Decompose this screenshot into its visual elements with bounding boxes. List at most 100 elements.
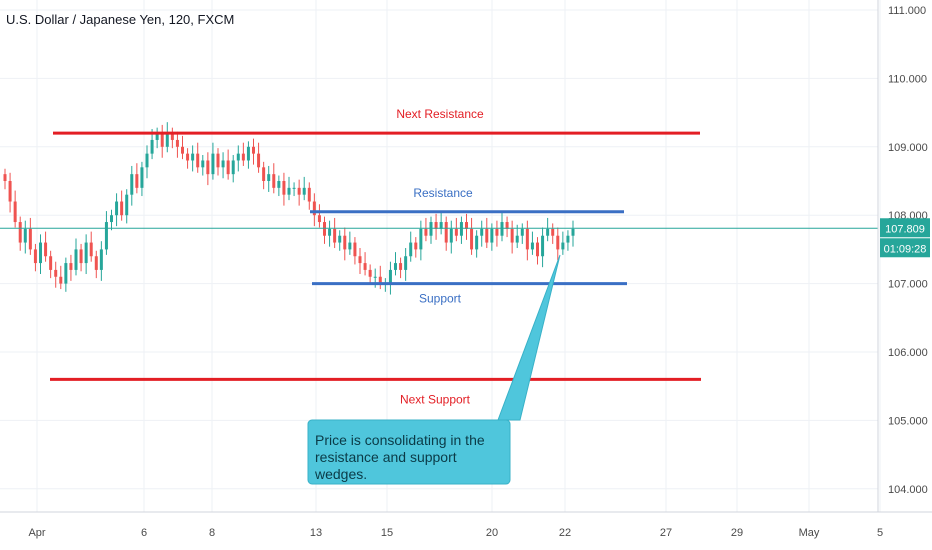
candle-body bbox=[64, 263, 68, 284]
candle bbox=[262, 161, 266, 190]
candle bbox=[89, 231, 93, 262]
candle-body bbox=[409, 242, 413, 257]
candle bbox=[470, 217, 474, 255]
candle-body bbox=[231, 160, 235, 175]
candle bbox=[297, 179, 301, 206]
time-tick-label: 5 bbox=[877, 527, 883, 539]
candle bbox=[33, 243, 37, 272]
candle bbox=[49, 250, 53, 279]
candle bbox=[490, 223, 494, 251]
candle bbox=[434, 213, 438, 240]
candle-body bbox=[120, 201, 124, 216]
candle-body bbox=[525, 228, 529, 250]
candle bbox=[18, 216, 22, 251]
candle-body bbox=[317, 215, 321, 223]
candle bbox=[424, 217, 428, 242]
level-label: Next Resistance bbox=[396, 107, 484, 121]
candle bbox=[3, 168, 7, 190]
level-label: Resistance bbox=[413, 186, 473, 200]
candle bbox=[530, 231, 534, 255]
candle bbox=[404, 248, 408, 281]
time-tick-label: 6 bbox=[141, 527, 147, 539]
candle bbox=[170, 127, 174, 149]
candle-body bbox=[434, 222, 438, 229]
price-axis: 111.000110.000109.000108.000107.000106.0… bbox=[877, 0, 928, 512]
candle bbox=[120, 190, 124, 221]
candle bbox=[429, 216, 433, 244]
candle-body bbox=[424, 228, 428, 236]
candle bbox=[525, 220, 529, 261]
candle bbox=[74, 238, 78, 276]
candle bbox=[226, 149, 230, 180]
candles-series bbox=[0, 122, 878, 295]
candle bbox=[99, 241, 103, 281]
candle bbox=[368, 264, 372, 285]
candle-body bbox=[328, 228, 332, 236]
candle bbox=[84, 234, 88, 275]
candle bbox=[317, 204, 321, 228]
level-lines: Next Resistance Resistance Support Next Sup… bbox=[50, 107, 701, 406]
candle-body bbox=[378, 276, 382, 284]
candle bbox=[23, 220, 27, 254]
candle-body bbox=[8, 181, 12, 202]
candle bbox=[343, 227, 347, 261]
candle-body bbox=[160, 133, 164, 147]
candle bbox=[241, 142, 245, 166]
candle-body bbox=[257, 153, 261, 168]
candle-body bbox=[439, 222, 443, 229]
candle-body bbox=[262, 167, 266, 181]
candle-body bbox=[373, 276, 377, 278]
candle-body bbox=[236, 153, 240, 161]
candle-body bbox=[145, 153, 149, 168]
candle bbox=[480, 220, 484, 247]
candle-body bbox=[368, 269, 372, 277]
time-tick-label: 15 bbox=[381, 527, 393, 539]
candle bbox=[566, 230, 570, 251]
candle bbox=[257, 142, 261, 173]
candle-body bbox=[74, 249, 78, 270]
candle bbox=[302, 176, 306, 201]
candle bbox=[414, 237, 418, 258]
candle-body bbox=[33, 249, 37, 264]
candle bbox=[328, 220, 332, 247]
candle bbox=[378, 265, 382, 290]
price-tick-label: 105.000 bbox=[888, 415, 928, 427]
candle-body bbox=[110, 215, 113, 223]
candle-body bbox=[465, 222, 468, 229]
candle bbox=[54, 261, 58, 288]
candle bbox=[348, 231, 352, 255]
candle bbox=[551, 223, 555, 244]
candle bbox=[196, 142, 200, 173]
candle bbox=[459, 216, 463, 244]
candle-body bbox=[39, 242, 42, 264]
candle-body bbox=[459, 222, 463, 236]
candle-body bbox=[252, 146, 255, 154]
callout-box bbox=[307, 419, 511, 485]
candle-body bbox=[338, 235, 342, 243]
candle bbox=[160, 124, 164, 158]
candle-body bbox=[54, 269, 58, 277]
candle bbox=[409, 231, 413, 262]
candle-body bbox=[99, 249, 103, 270]
candle-body bbox=[363, 263, 367, 270]
price-tick-label: 107.000 bbox=[888, 279, 928, 291]
candle-body bbox=[125, 194, 129, 216]
candle bbox=[444, 216, 448, 251]
candle bbox=[292, 182, 296, 197]
candle-body bbox=[520, 228, 524, 236]
candle-body bbox=[170, 133, 174, 140]
candle-body bbox=[226, 160, 230, 175]
candle bbox=[353, 237, 357, 265]
level-label: Next Support bbox=[400, 392, 471, 406]
candle bbox=[231, 155, 235, 183]
callout-pointer bbox=[497, 254, 561, 421]
candle-body bbox=[186, 153, 190, 161]
candle bbox=[175, 131, 179, 158]
price-tick-label: 104.000 bbox=[888, 484, 928, 496]
candle bbox=[449, 220, 453, 254]
candle-body bbox=[211, 153, 215, 175]
candle-body bbox=[23, 228, 27, 243]
candle bbox=[221, 152, 225, 179]
candle bbox=[13, 190, 17, 228]
